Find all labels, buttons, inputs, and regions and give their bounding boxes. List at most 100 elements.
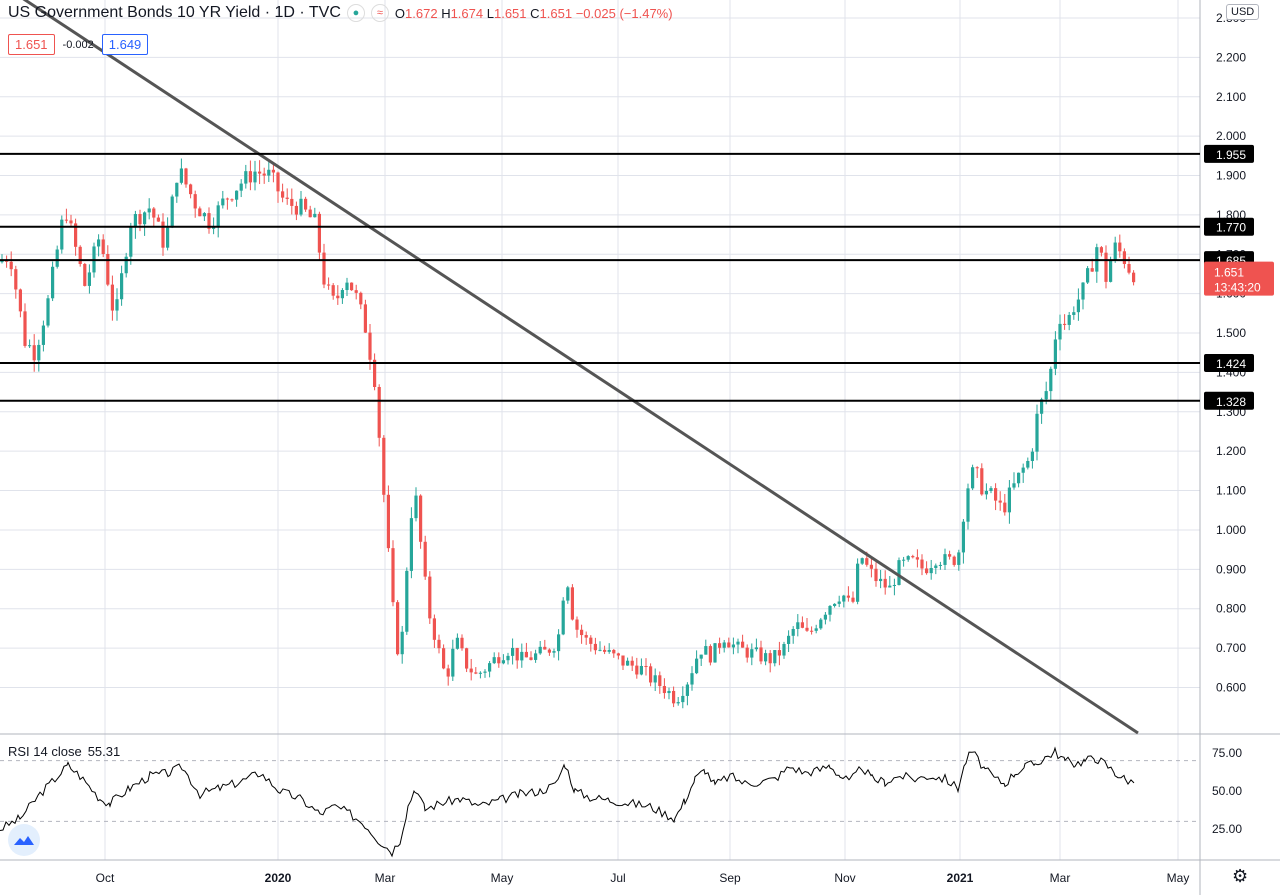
candle-body — [653, 675, 657, 683]
candle-body — [892, 584, 896, 586]
y-tick-label: 2.200 — [1216, 50, 1246, 64]
candle-body — [258, 171, 262, 174]
candle-body — [796, 622, 800, 629]
candle-body — [584, 635, 588, 638]
candle-body — [741, 641, 745, 648]
candle-body — [561, 600, 565, 635]
candle-body — [874, 568, 878, 582]
candle-body — [138, 214, 142, 225]
sell-price-button[interactable]: 1.651 — [8, 34, 55, 55]
candle-body — [639, 665, 643, 675]
candle-body — [883, 578, 887, 588]
candle-body — [676, 702, 680, 704]
candle-body — [1099, 247, 1103, 253]
candle-body — [32, 345, 36, 361]
candle-body — [685, 684, 689, 696]
candle-body — [170, 196, 174, 228]
candle-body — [497, 657, 501, 664]
candle-body — [363, 304, 367, 333]
candle-body — [478, 672, 482, 674]
ohlc-values: O1.672 H1.674 L1.651 C1.651 −0.025 (−1.4… — [395, 6, 673, 21]
candle-body — [106, 254, 110, 285]
candle-body — [428, 576, 432, 619]
candle-body — [331, 285, 335, 296]
candle-body — [515, 647, 519, 661]
candle-body — [869, 564, 873, 569]
rsi-name: RSI 14 close — [8, 744, 82, 759]
candle-body — [768, 653, 772, 664]
x-tick-label: May — [1167, 871, 1190, 885]
candle-body — [345, 282, 349, 291]
high-value: 1.674 — [450, 5, 484, 21]
candle-body — [566, 587, 570, 601]
candle-body — [690, 673, 694, 685]
candle-body — [552, 651, 556, 653]
rsi-tick-label: 75.00 — [1212, 746, 1242, 760]
candle-body — [736, 641, 740, 645]
currency-badge[interactable]: USD — [1226, 4, 1260, 20]
gear-icon[interactable]: ⚙ — [1232, 866, 1249, 886]
candle-body — [216, 205, 220, 227]
candle-body — [934, 565, 938, 569]
candle-body — [267, 169, 271, 176]
candle-body — [37, 344, 41, 361]
candle-body — [74, 223, 78, 247]
candle-body — [925, 568, 929, 574]
candle-body — [1030, 451, 1034, 461]
candle-body — [524, 651, 528, 658]
symbol-title[interactable]: US Government Bonds 10 YR Yield · 1D · T… — [8, 4, 341, 21]
high-label: H — [441, 5, 451, 21]
candle-body — [727, 642, 731, 648]
candle-body — [547, 649, 551, 653]
candle-body — [294, 205, 298, 215]
candle-body — [791, 628, 795, 636]
candle-body — [483, 671, 487, 673]
spread-value: -0.002 — [62, 38, 94, 51]
candle-body — [299, 198, 303, 215]
candle-body — [51, 266, 55, 299]
candle-body — [225, 198, 229, 200]
x-tick-label: Oct — [96, 871, 115, 885]
candle-body — [1053, 339, 1057, 369]
candle-body — [23, 311, 27, 346]
candle-body — [750, 649, 754, 658]
candle-body — [621, 655, 625, 666]
candle-body — [308, 209, 312, 218]
buy-price-button[interactable]: 1.649 — [101, 34, 149, 55]
candle-body — [161, 221, 165, 248]
y-tick-label: 1.100 — [1216, 484, 1246, 498]
candle-body — [966, 488, 970, 522]
x-tick-label: 2021 — [947, 871, 974, 885]
candle-body — [865, 558, 869, 565]
candle-body — [41, 325, 45, 345]
candle-body — [391, 548, 395, 603]
candle-body — [644, 665, 648, 667]
candle-body — [612, 649, 616, 654]
candle-body — [718, 643, 722, 648]
candle-body — [235, 190, 239, 200]
candle-body — [943, 554, 947, 565]
candle-body — [78, 246, 82, 264]
level-label: 1.328 — [1216, 395, 1246, 409]
candle-body — [460, 637, 464, 649]
candle-body — [156, 217, 160, 222]
candle-body — [271, 169, 275, 173]
candle-body — [529, 657, 533, 660]
candle-body — [18, 289, 22, 312]
candle-body — [699, 654, 703, 659]
x-tick-label: Sep — [719, 871, 741, 885]
candle-body — [147, 208, 151, 213]
candle-body — [667, 690, 671, 694]
candle-body — [129, 227, 133, 257]
y-tick-label: 1.500 — [1216, 326, 1246, 340]
candle-body — [423, 541, 427, 577]
approx-icon[interactable]: ≈ — [370, 4, 389, 22]
x-tick-label: Mar — [375, 871, 396, 885]
candle-body — [589, 637, 593, 644]
candle-body — [603, 649, 607, 652]
candle-body — [451, 648, 455, 677]
candle-body — [285, 197, 289, 199]
candle-body — [5, 260, 9, 262]
tradingview-logo-icon[interactable] — [8, 824, 40, 856]
